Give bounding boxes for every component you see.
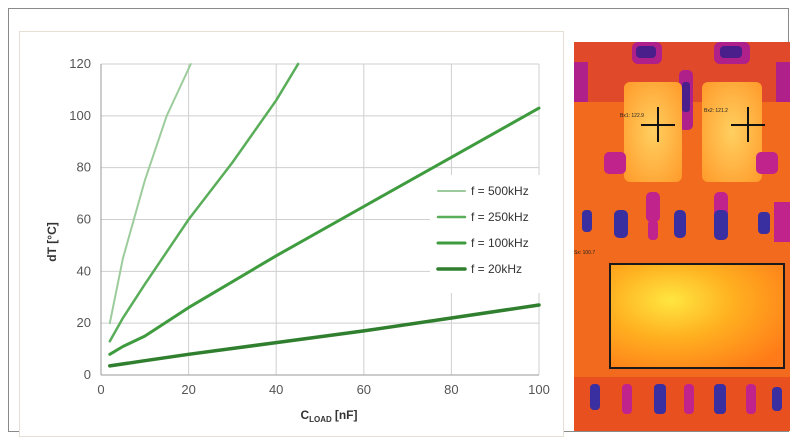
x-axis-title-unit: [nF] — [335, 408, 358, 422]
y-tick-label: 80 — [77, 160, 91, 175]
legend-label-4: f = 20kHz — [471, 262, 522, 276]
y-tick-label: 100 — [69, 108, 91, 123]
thermal-measure-box — [609, 263, 785, 369]
y-tick-label: 120 — [69, 56, 91, 71]
x-tick-label: 100 — [528, 382, 550, 397]
x-tick-label: 60 — [357, 382, 371, 397]
series-line-2 — [108, 62, 300, 343]
y-tick-label: 60 — [77, 212, 91, 227]
figure-frame: 0 20 40 60 80 100 120 0 20 40 60 80 100 dT [°C] CLO… — [8, 8, 790, 437]
x-axis-title-main: C — [301, 408, 310, 422]
thermal-label-2: Bx2: 121.2 — [704, 108, 728, 114]
thermal-label-1: Bx1: 122.9 — [620, 113, 644, 119]
chart-panel: 0 20 40 60 80 100 120 0 20 40 60 80 100 dT [°C] CLO… — [19, 31, 564, 437]
legend-label-1: f = 500kHz — [471, 184, 529, 198]
legend-item-1: f = 500kHz — [437, 184, 529, 198]
series-line-3 — [108, 106, 541, 356]
line-chart: 0 20 40 60 80 100 120 0 20 40 60 80 100 dT [°C] CLO… — [45, 56, 550, 424]
x-tick-label: 0 — [97, 382, 104, 397]
y-tick-label: 20 — [77, 315, 91, 330]
crosshair-1 — [641, 107, 675, 142]
legend: f = 500kHz f = 250kHz f = 100kHz f = 20k… — [430, 175, 540, 293]
crosshair-2 — [731, 107, 765, 142]
y-tick-label: 40 — [77, 263, 91, 278]
x-tick-labels: 0 20 40 60 80 100 — [97, 382, 549, 397]
legend-item-2: f = 250kHz — [436, 210, 529, 224]
x-tick-label: 20 — [181, 382, 195, 397]
thermal-image-graphic: Bx1: 122.9 Bx2: 121.2 Sx: 100.7 — [574, 42, 790, 431]
legend-item-3: f = 100kHz — [436, 236, 529, 250]
x-tick-label: 80 — [444, 382, 458, 397]
thermal-image: Bx1: 122.9 Bx2: 121.2 Sx: 100.7 — [574, 42, 790, 431]
x-axis-title: CLOAD [nF] — [301, 408, 358, 424]
series-lines — [108, 62, 541, 368]
legend-label-3: f = 100kHz — [471, 236, 529, 250]
series-line-4 — [108, 303, 541, 368]
legend-item-4: f = 20kHz — [436, 262, 522, 276]
y-axis-title: dT [°C] — [45, 222, 59, 261]
thermal-label-3: Sx: 100.7 — [574, 250, 595, 256]
legend-label-2: f = 250kHz — [471, 210, 529, 224]
x-tick-label: 40 — [269, 382, 283, 397]
y-tick-label: 0 — [84, 367, 91, 382]
y-tick-labels: 0 20 40 60 80 100 120 — [69, 56, 91, 382]
series-line-1 — [108, 63, 192, 325]
x-axis-title-subscript: LOAD — [309, 415, 332, 424]
